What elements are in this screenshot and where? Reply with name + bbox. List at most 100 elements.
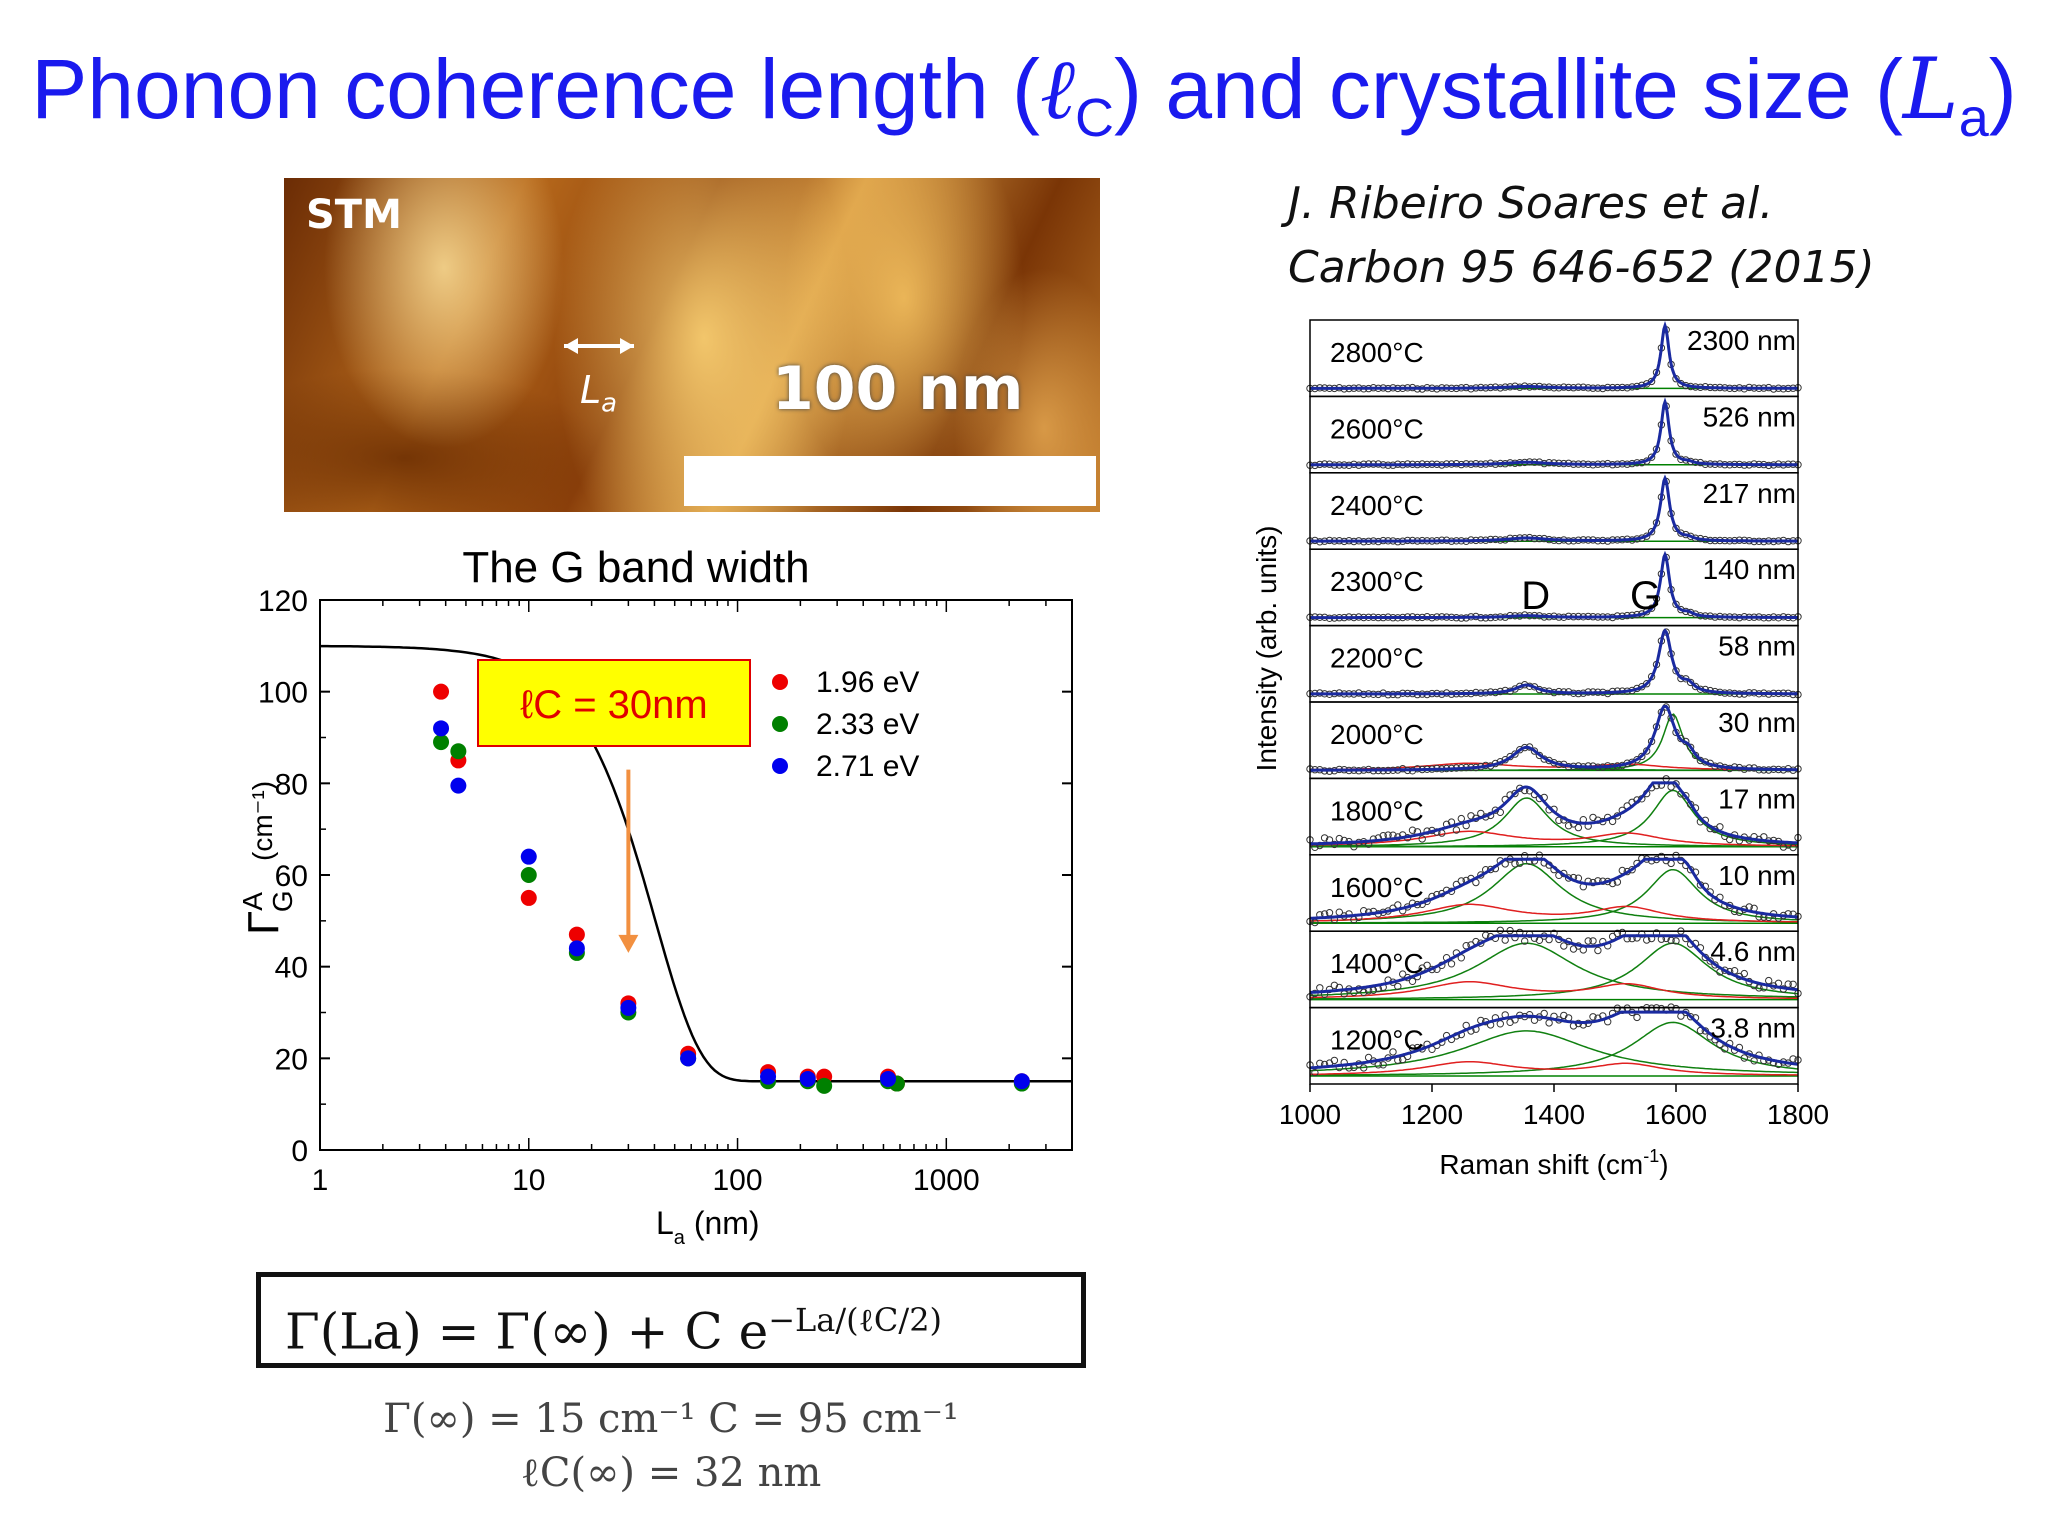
spectrum-data-point xyxy=(1686,743,1695,751)
data-point xyxy=(520,848,537,865)
spectrum-data-point xyxy=(1408,977,1417,985)
data-point xyxy=(433,734,450,751)
fit-parameters-line1: Γ(∞) = 15 cm⁻¹ C = 95 cm⁻¹ xyxy=(383,1396,959,1442)
data-point xyxy=(520,867,537,883)
legend-marker xyxy=(772,758,788,774)
data-point xyxy=(568,940,585,957)
spectrum-data-point xyxy=(1613,929,1622,937)
spectrum-panel: 2600°C 526 nm xyxy=(1306,395,1802,474)
spectrum-fit-line xyxy=(1309,1010,1799,1070)
x-axis-label: La (nm) xyxy=(656,1205,760,1249)
spectrum-size: 3.8 nm xyxy=(1710,1013,1796,1044)
spectrum-extra-component xyxy=(1310,980,1798,1000)
spectrum-data-point xyxy=(1686,1013,1695,1021)
g-band-label: G xyxy=(1630,574,1661,618)
spectrum-data-point xyxy=(1447,960,1456,968)
spectrum-d-component xyxy=(1309,942,1799,998)
coherence-box xyxy=(477,659,751,747)
data-point xyxy=(450,777,467,794)
spectrum-data-point xyxy=(1330,981,1339,989)
x-axis-label: Raman shift (cm-1) xyxy=(1439,1146,1668,1180)
citation: J. Ribeiro Soares et al. Carbon 95 646-6… xyxy=(1288,172,1875,300)
spectrum-d-component xyxy=(1309,1030,1799,1074)
x-tick-label: 1400 xyxy=(1523,1099,1585,1130)
x-tick-label: 10 xyxy=(512,1164,545,1197)
stm-image: STM La 100 nm xyxy=(284,178,1100,512)
y-tick-label: 120 xyxy=(258,585,308,618)
spectrum-data-point xyxy=(1452,826,1461,834)
legend-label: 2.33 eV xyxy=(816,708,919,741)
spectrum-data-point xyxy=(1540,1009,1548,1018)
x-tick-label: 100 xyxy=(713,1164,763,1197)
spectrum-data-point xyxy=(1643,680,1651,688)
spectrum-temperature: 2400°C xyxy=(1330,490,1424,521)
spectrum-data-point xyxy=(1574,823,1583,832)
spectrum-data-point xyxy=(1638,752,1646,761)
spectrum-data-point xyxy=(1501,936,1509,944)
spectrum-temperature: 2600°C xyxy=(1330,413,1424,444)
spectrum-size: 58 nm xyxy=(1718,631,1796,662)
spectrum-data-point xyxy=(1686,678,1695,687)
citation-authors: J. Ribeiro Soares et al. xyxy=(1288,178,1774,229)
spectrum-panel: 1800°C 17 nm xyxy=(1306,775,1802,856)
spectrum-data-point xyxy=(1511,750,1519,758)
spectrum-extra-component xyxy=(1310,903,1798,923)
spectrum-fit-line xyxy=(1309,934,1799,994)
spectrum-fit-line xyxy=(1310,320,1798,390)
data-point xyxy=(568,926,585,943)
spectrum-size: 2300 nm xyxy=(1687,325,1796,356)
spectrum-panel: 1200°C 3.8 nm xyxy=(1306,1003,1802,1085)
legend-label: 2.71 eV xyxy=(816,750,919,783)
spectrum-data-point xyxy=(1311,1068,1319,1077)
spectrum-data-point xyxy=(1740,969,1748,978)
x-tick-label: 1 xyxy=(312,1164,329,1197)
spectrum-data-point xyxy=(1521,937,1529,945)
spectrum-temperature: 2300°C xyxy=(1330,566,1424,597)
spectrum-data-point xyxy=(1316,984,1324,992)
slide-title: Phonon coherence length (ℓC) and crystal… xyxy=(31,40,2017,148)
x-tick-label: 1000 xyxy=(913,1164,980,1197)
spectrum-temperature: 1200°C xyxy=(1330,1025,1424,1056)
y-tick-label: 0 xyxy=(291,1135,308,1168)
spectrum-fit-line xyxy=(1310,397,1798,467)
spectrum-temperature: 1400°C xyxy=(1330,948,1424,979)
y-tick-label: 20 xyxy=(275,1043,308,1076)
spectrum-data-point xyxy=(1330,1056,1339,1065)
spectrum-g-component xyxy=(1310,868,1799,924)
x-tick-label: 1000 xyxy=(1279,1099,1341,1130)
spectrum-size: 526 nm xyxy=(1703,401,1796,432)
spectrum-fit-line xyxy=(1310,705,1798,772)
data-point xyxy=(799,1070,816,1087)
x-tick-label: 1200 xyxy=(1401,1099,1463,1130)
spectrum-fit-line xyxy=(1310,781,1799,846)
spectrum-data-point xyxy=(1647,604,1656,612)
spectrum-data-point xyxy=(1584,937,1592,945)
fit-parameters-line2: ℓC(∞) = 32 nm xyxy=(520,1450,822,1496)
raman-spectra-chart: 2800°C 2300 nm 2600°C 526 nm 2400°C 217 nm 230… xyxy=(1251,319,1829,1180)
spectrum-data-point xyxy=(1789,980,1797,988)
spectrum-panel: 2800°C 2300 nm xyxy=(1306,319,1802,398)
y-tick-label: 60 xyxy=(275,860,308,893)
spectrum-panel: 2300°C 140 nm xyxy=(1306,548,1802,627)
data-point xyxy=(880,1070,897,1087)
spectrum-size: 4.6 nm xyxy=(1710,936,1796,967)
spectrum-fit-line xyxy=(1310,628,1798,696)
spectrum-data-point xyxy=(1564,822,1573,830)
spectrum-temperature: 2200°C xyxy=(1330,643,1424,674)
spectrum-data-point xyxy=(1418,835,1426,843)
legend-label: 1.96 eV xyxy=(816,666,919,699)
spectrum-data-point xyxy=(1560,942,1568,950)
spectrum-data-point xyxy=(1360,988,1368,996)
spectrum-data-point xyxy=(1765,976,1773,985)
spectrum-g-component xyxy=(1310,1021,1799,1076)
spectrum-data-point xyxy=(1530,747,1539,755)
spectrum-extra-component xyxy=(1309,1060,1799,1076)
spectrum-data-point xyxy=(1647,453,1656,461)
spectrum-data-point xyxy=(1530,857,1539,865)
spectrum-data-point xyxy=(1486,865,1495,874)
fit-formula: Γ(La) = Γ(∞) + C e−La/(ℓC/2) xyxy=(256,1272,1086,1368)
spectrum-data-point xyxy=(1545,1019,1553,1027)
citation-journal: Carbon 95 646-652 (2015) xyxy=(1288,242,1875,293)
stm-scale-bar xyxy=(684,456,1096,506)
